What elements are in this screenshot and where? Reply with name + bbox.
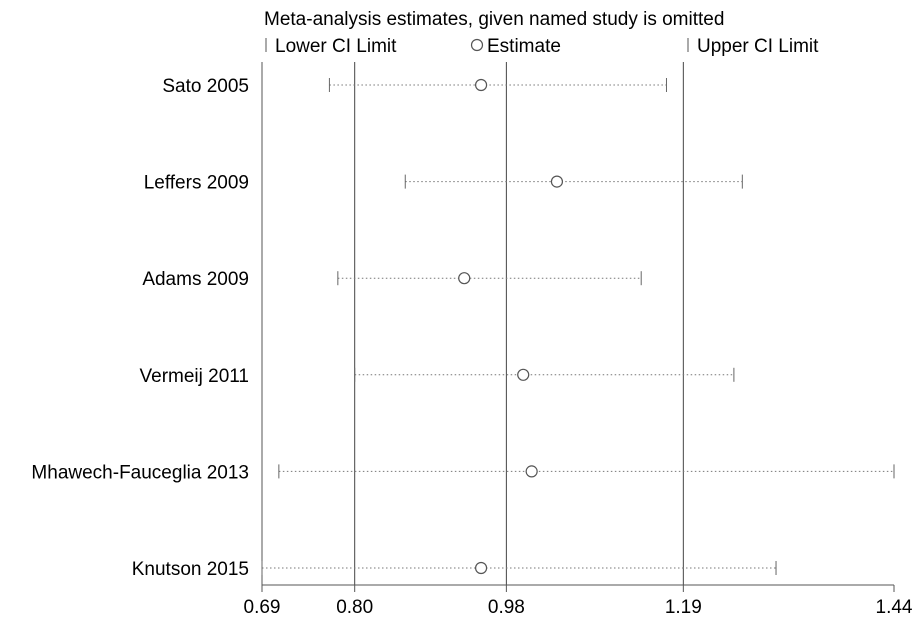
study-row: Sato 2005 [162,76,667,97]
study-row: Leffers 2009 [144,173,743,194]
estimate-marker [517,368,530,381]
study-row: Mhawech-Fauceglia 2013 [31,462,895,483]
legend-estimate-marker [470,38,484,52]
chart-title: Meta-analysis estimates, given named stu… [264,9,724,30]
study-label: Sato 2005 [162,76,249,97]
study-label: Mhawech-Fauceglia 2013 [31,462,249,483]
estimate-marker [458,272,471,285]
study-label: Adams 2009 [142,269,249,290]
study-label: Vermeij 2011 [140,366,250,387]
legend-upper-ci-label: Upper CI Limit [697,36,819,57]
x-tick-label: 0.69 [244,597,281,618]
study-label: Leffers 2009 [144,173,249,194]
study-row: Knutson 2015 [132,559,777,580]
x-tick-label: 1.19 [665,597,702,618]
study-label: Knutson 2015 [132,559,249,580]
study-row: Vermeij 2011 [140,366,735,387]
x-tick-label: 0.98 [488,597,525,618]
plot-area: Sato 2005 Leffers 2009 Adams 2009 Vermeij 2… [31,62,895,585]
study-row: Adams 2009 [142,269,642,290]
estimate-marker [525,465,538,478]
estimate-marker [550,175,564,188]
legend: Lower CI Limit Estimate Upper CI Limit [265,36,819,57]
x-tick-label: 1.44 [876,597,913,618]
estimate-marker [474,78,488,92]
x-axis: 0.69 0.80 0.98 1.19 1.44 [244,584,913,618]
x-tick-label: 0.80 [336,597,373,618]
legend-estimate-label: Estimate [487,36,561,57]
legend-lower-ci-label: Lower CI Limit [275,36,397,57]
estimate-marker [474,561,488,575]
